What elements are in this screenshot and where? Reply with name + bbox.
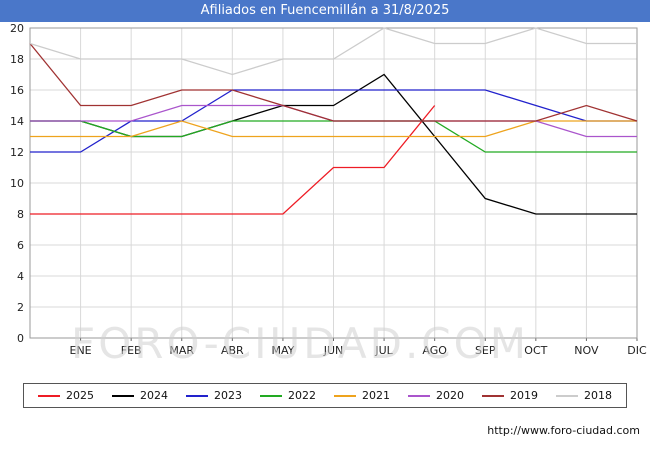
- y-tick-label: 16: [10, 84, 24, 97]
- legend-label: 2022: [288, 389, 316, 402]
- y-tick-label: 6: [17, 239, 24, 252]
- series-line-2019: [29, 43, 638, 122]
- legend-item-2021: 2021: [334, 389, 390, 402]
- legend-label: 2018: [584, 389, 612, 402]
- legend-label: 2025: [66, 389, 94, 402]
- legend-line-marker: [112, 394, 134, 397]
- x-tick-label: FEB: [121, 344, 142, 357]
- legend-item-2025: 2025: [38, 389, 94, 402]
- x-tick-label: NOV: [574, 344, 599, 357]
- footer: http://www.foro-ciudad.com: [0, 424, 650, 437]
- x-tick-label: MAY: [271, 344, 294, 357]
- y-tick-label: 12: [10, 146, 24, 159]
- y-tick-label: 20: [10, 22, 24, 35]
- x-tick-label: OCT: [524, 344, 547, 357]
- x-tick-label: AGO: [422, 344, 447, 357]
- legend-line-marker: [260, 394, 282, 397]
- series-line-2018: [29, 27, 637, 76]
- legend-line-marker: [38, 394, 60, 397]
- legend-label: 2023: [214, 389, 242, 402]
- legend-line-marker: [186, 394, 208, 397]
- legend-line-marker: [482, 394, 504, 397]
- title-bar: Afiliados en Fuencemillán a 31/8/2025: [0, 0, 650, 22]
- series-line-2025: [30, 105, 436, 215]
- y-tick-label: 8: [17, 208, 24, 221]
- legend-line-marker: [408, 394, 430, 397]
- x-tick-label: SEP: [475, 344, 496, 357]
- x-tick-label: MAR: [169, 344, 194, 357]
- legend-item-2023: 2023: [186, 389, 242, 402]
- y-tick-label: 14: [10, 115, 24, 128]
- legend: 2025 2024 2023 2022 2021 2020 2019 2018: [23, 383, 627, 408]
- legend-item-2022: 2022: [260, 389, 316, 402]
- footer-url-link[interactable]: http://www.foro-ciudad.com: [487, 424, 640, 437]
- legend-label: 2024: [140, 389, 168, 402]
- legend-item-2020: 2020: [408, 389, 464, 402]
- chart-title: Afiliados en Fuencemillán a 31/8/2025: [200, 3, 450, 18]
- y-tick-label: 4: [17, 270, 24, 283]
- plot-border: [29, 27, 638, 339]
- y-tick-label: 10: [10, 177, 24, 190]
- y-tick-label: 2: [17, 301, 24, 314]
- legend-label: 2021: [362, 389, 390, 402]
- legend-item-2019: 2019: [482, 389, 538, 402]
- x-tick-label: ABR: [221, 344, 244, 357]
- legend-line-marker: [556, 394, 578, 397]
- x-tick-label: JUN: [323, 344, 344, 357]
- legend-label: 2020: [436, 389, 464, 402]
- x-tick-label: ENE: [70, 344, 92, 357]
- legend-label: 2019: [510, 389, 538, 402]
- legend-item-2018: 2018: [556, 389, 612, 402]
- watermark-text: FORO-CIUDAD.COM: [71, 319, 529, 368]
- line-chart: 0 2 4 6 8 10 12 14 16 18 20 ENE FEB MAR ABR MAY JUN JUL AG…: [10, 22, 647, 368]
- chart-area: 0 2 4 6 8 10 12 14 16 18 20 ENE FEB MAR ABR MAY JUN JUL AG…: [0, 22, 650, 380]
- legend-item-2024: 2024: [112, 389, 168, 402]
- legend-line-marker: [334, 394, 356, 397]
- y-tick-label: 18: [10, 53, 24, 66]
- y-tick-label: 0: [17, 332, 24, 345]
- x-tick-label: DIC: [627, 344, 647, 357]
- x-tick-label: JUL: [374, 344, 393, 357]
